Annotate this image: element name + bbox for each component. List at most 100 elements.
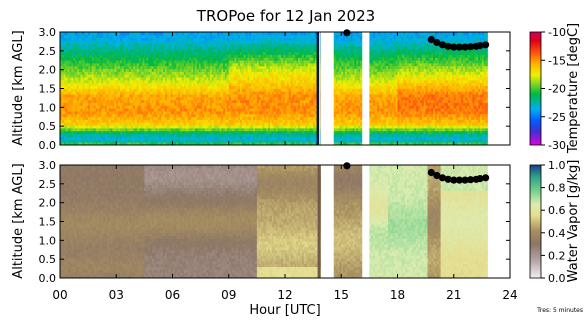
heatmap-cell bbox=[114, 113, 117, 118]
heatmap-cell bbox=[206, 48, 209, 53]
heatmap-cell bbox=[181, 54, 185, 58]
heatmap-cell bbox=[148, 116, 151, 120]
heatmap-cell bbox=[286, 139, 290, 143]
heatmap-cell bbox=[121, 96, 125, 101]
heatmap-cell bbox=[121, 113, 125, 118]
heatmap-cell bbox=[174, 63, 177, 67]
heatmap-cell bbox=[67, 99, 70, 103]
heatmap-cell bbox=[183, 51, 186, 55]
heatmap-cell bbox=[204, 99, 207, 103]
heatmap-cell bbox=[198, 77, 201, 81]
heatmap-cell bbox=[150, 46, 153, 50]
heatmap-cell bbox=[155, 108, 158, 112]
heatmap-cell bbox=[112, 82, 115, 87]
heatmap-cell bbox=[253, 139, 256, 143]
heatmap-cell bbox=[258, 48, 261, 53]
heatmap-cell bbox=[279, 88, 282, 92]
heatmap-cell bbox=[95, 128, 98, 132]
heatmap-cell bbox=[273, 111, 276, 115]
heatmap-cell bbox=[210, 77, 213, 81]
heatmap-cell bbox=[63, 119, 66, 123]
heatmap-cell bbox=[206, 133, 209, 137]
heatmap-cell bbox=[127, 77, 130, 81]
heatmap-cell bbox=[271, 105, 275, 109]
heatmap-cell bbox=[97, 113, 100, 118]
heatmap-cell bbox=[208, 48, 211, 53]
heatmap-cell bbox=[268, 34, 271, 38]
heatmap-cell bbox=[178, 43, 181, 47]
heatmap-cell bbox=[253, 32, 256, 36]
heatmap-cell bbox=[76, 99, 80, 103]
heatmap-cell bbox=[148, 88, 151, 92]
heatmap-cell bbox=[91, 96, 95, 101]
heatmap-cell bbox=[108, 99, 111, 103]
heatmap-cell bbox=[121, 102, 125, 106]
heatmap-cell bbox=[84, 102, 87, 106]
heatmap-cell bbox=[105, 91, 108, 95]
heatmap-cell bbox=[148, 32, 151, 36]
heatmap-cell bbox=[110, 32, 113, 36]
heatmap-cell bbox=[76, 46, 80, 50]
heatmap-cell bbox=[211, 57, 215, 61]
heatmap-cell bbox=[180, 65, 183, 70]
heatmap-cell bbox=[133, 80, 136, 84]
heatmap-cell bbox=[140, 136, 143, 140]
heatmap-cell bbox=[146, 88, 149, 92]
heatmap-cell bbox=[273, 85, 276, 89]
heatmap-cell bbox=[279, 34, 282, 38]
heatmap-cell bbox=[223, 94, 226, 98]
heatmap-cell bbox=[61, 130, 65, 135]
heatmap-cell bbox=[240, 99, 243, 103]
heatmap-cell bbox=[266, 116, 269, 120]
heatmap-cell bbox=[63, 71, 66, 75]
heatmap-cell bbox=[273, 32, 276, 36]
heatmap-cell bbox=[106, 105, 110, 109]
heatmap-cell bbox=[236, 48, 239, 53]
heatmap-cell bbox=[183, 122, 186, 126]
heatmap-cell bbox=[131, 77, 134, 81]
heatmap-cell bbox=[78, 130, 81, 135]
heatmap-cell bbox=[181, 74, 185, 78]
heatmap-cell bbox=[258, 46, 261, 50]
heatmap-cell bbox=[123, 91, 126, 95]
heatmap-cell bbox=[234, 40, 237, 44]
heatmap-cell bbox=[258, 85, 261, 89]
heatmap-cell bbox=[69, 139, 72, 143]
heatmap-cell bbox=[157, 34, 160, 38]
heatmap-cell bbox=[125, 91, 128, 95]
heatmap-cell bbox=[105, 108, 108, 112]
heatmap-cell bbox=[236, 74, 239, 78]
heatmap-cell bbox=[215, 91, 218, 95]
heatmap-cell bbox=[200, 105, 203, 109]
heatmap-cell bbox=[219, 94, 222, 98]
heatmap-cell bbox=[245, 51, 248, 55]
heatmap-cell bbox=[82, 82, 85, 87]
heatmap-cell bbox=[292, 130, 295, 135]
heatmap-cell bbox=[99, 71, 102, 75]
heatmap-cell bbox=[135, 111, 138, 115]
heatmap-cell bbox=[198, 68, 201, 72]
heatmap-cell bbox=[180, 116, 183, 120]
heatmap-cell bbox=[82, 125, 85, 129]
heatmap-cell bbox=[240, 133, 243, 137]
heatmap-cell bbox=[279, 96, 282, 101]
heatmap-cell bbox=[75, 122, 78, 126]
heatmap-cell bbox=[195, 128, 198, 132]
heatmap-cell bbox=[82, 60, 85, 64]
heatmap-cell bbox=[157, 71, 160, 75]
heatmap-cell bbox=[71, 77, 74, 81]
heatmap-cell bbox=[88, 119, 91, 123]
heatmap-cell bbox=[67, 122, 70, 126]
heatmap-cell bbox=[262, 91, 265, 95]
heatmap-cell bbox=[202, 34, 205, 38]
heatmap-cell bbox=[142, 54, 145, 58]
heatmap-cell bbox=[84, 80, 87, 84]
heatmap-cell bbox=[228, 122, 231, 126]
heatmap-cell bbox=[279, 48, 282, 53]
heatmap-cell bbox=[140, 60, 143, 64]
heatmap-cell bbox=[230, 32, 233, 36]
heatmap-cell bbox=[80, 102, 83, 106]
heatmap-cell bbox=[127, 111, 130, 115]
heatmap-cell bbox=[131, 125, 134, 129]
heatmap-cell bbox=[90, 139, 93, 143]
